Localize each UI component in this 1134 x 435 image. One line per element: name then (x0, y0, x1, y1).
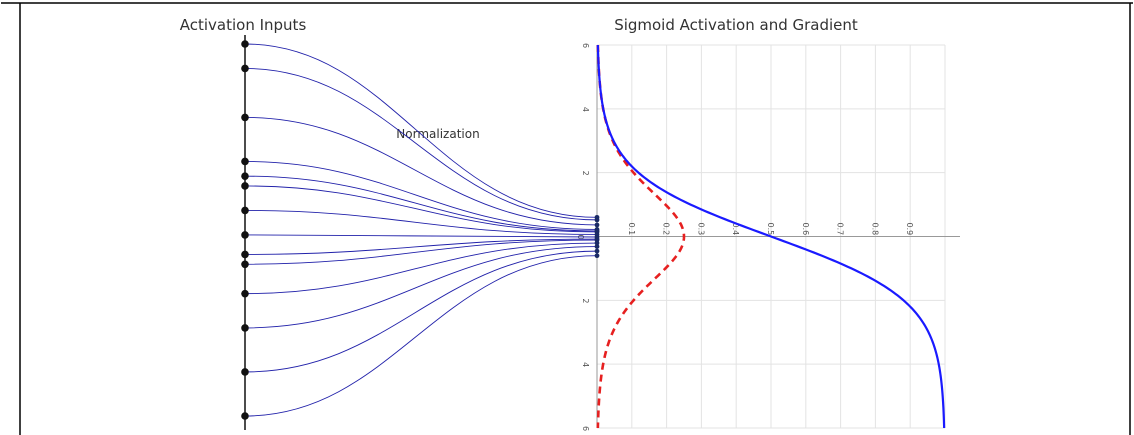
x-tick-label: 0.3 (696, 223, 705, 236)
normalized-dot (594, 222, 600, 228)
connection-line (244, 185, 598, 233)
y-tick-label: 2 (581, 298, 590, 303)
x-tick-label: 0.1 (627, 223, 636, 236)
y-tick-label: 4 (581, 362, 590, 367)
normalized-dot (594, 248, 600, 254)
input-dot (241, 182, 249, 190)
input-dot (241, 324, 249, 332)
connection-line (244, 116, 598, 226)
input-dot (241, 289, 249, 298)
x-tick-label: 0.9 (905, 223, 914, 236)
connection-line (244, 255, 598, 417)
left-title: Activation Inputs (180, 16, 307, 34)
normalization-label: Normalization (396, 127, 479, 141)
connection-line (244, 209, 598, 235)
y-tick-label: 2 (581, 171, 590, 176)
connection-line (244, 242, 598, 295)
connection-line (244, 161, 598, 230)
input-dot (241, 64, 249, 73)
connection-line (244, 239, 598, 265)
x-tick-label: 0.2 (662, 223, 671, 236)
normalized-dot (594, 217, 600, 223)
x-tick-label: 0.6 (801, 223, 810, 236)
y-tick-label: 6 (581, 426, 590, 431)
connection-line (244, 175, 598, 232)
y-tick-label: 6 (581, 43, 590, 48)
input-dot (241, 206, 249, 215)
input-dot (241, 260, 249, 269)
normalized-dots (594, 214, 600, 259)
normalized-dot (594, 240, 600, 246)
x-tick-label: 0.5 (766, 223, 775, 236)
input-dot (241, 40, 249, 48)
input-dot (241, 231, 249, 239)
connection-line (244, 43, 598, 218)
connection-line (244, 250, 598, 373)
x-tick-label: 0.8 (870, 223, 879, 236)
input-dots (241, 40, 249, 420)
connection-line (244, 234, 598, 238)
input-dot (241, 157, 249, 166)
chart-grid (596, 44, 960, 429)
chart-title: Sigmoid Activation and Gradient (614, 16, 858, 34)
input-dot (241, 368, 249, 376)
y-tick-label: 4 (581, 107, 590, 112)
connection-lines (244, 43, 598, 417)
input-dot (241, 412, 249, 420)
normalized-dot (594, 253, 600, 259)
connection-line (244, 238, 598, 255)
x-tick-label: 0.7 (836, 223, 845, 236)
input-dot (241, 113, 249, 122)
x-tick-label: 0.4 (731, 223, 740, 236)
connection-line (244, 246, 598, 329)
input-dot (241, 172, 249, 180)
input-dot (241, 250, 249, 259)
x-tick-labels: 0.1 0.2 0.3 0.4 0.5 0.6 0.7 0.8 0.9 (627, 223, 914, 236)
connection-line (244, 68, 598, 221)
normalized-dot (594, 244, 600, 249)
sigmoid-curve (596, 44, 946, 429)
